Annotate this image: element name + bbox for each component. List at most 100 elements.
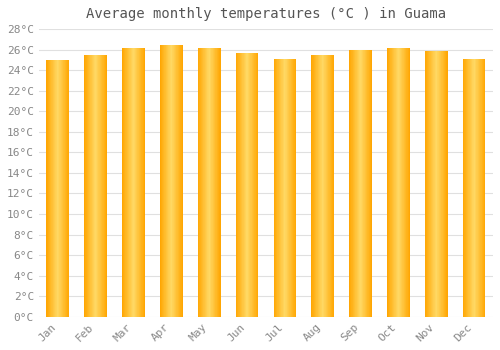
Bar	[217, 48, 218, 317]
Bar	[404, 48, 405, 317]
Bar	[144, 48, 145, 317]
Bar	[277, 59, 278, 317]
Bar	[472, 59, 473, 317]
Bar	[103, 55, 104, 317]
Bar	[363, 50, 364, 317]
Bar	[236, 53, 237, 317]
Bar	[473, 59, 474, 317]
Bar	[61, 60, 62, 317]
Bar	[485, 59, 486, 317]
Bar	[200, 48, 201, 317]
Bar	[437, 51, 438, 317]
Bar	[407, 48, 408, 317]
Bar	[392, 48, 394, 317]
Bar	[482, 59, 483, 317]
Bar	[429, 51, 430, 317]
Bar	[86, 55, 87, 317]
Bar	[68, 60, 69, 317]
Bar	[364, 50, 365, 317]
Bar	[405, 48, 406, 317]
Bar	[355, 50, 356, 317]
Bar	[63, 60, 64, 317]
Bar	[209, 48, 210, 317]
Bar	[294, 59, 295, 317]
Bar	[438, 51, 439, 317]
Bar	[441, 51, 442, 317]
Bar	[96, 55, 98, 317]
Bar	[204, 48, 205, 317]
Bar	[181, 46, 182, 317]
Bar	[160, 46, 161, 317]
Bar	[284, 59, 285, 317]
Bar	[368, 50, 369, 317]
Bar	[177, 46, 178, 317]
Bar	[91, 55, 92, 317]
Bar	[409, 48, 410, 317]
Bar	[315, 55, 316, 317]
Bar	[274, 59, 275, 317]
Bar	[312, 55, 313, 317]
Bar	[406, 48, 407, 317]
Bar	[139, 48, 140, 317]
Bar	[250, 53, 251, 317]
Bar	[256, 53, 257, 317]
Bar	[246, 53, 247, 317]
Bar	[213, 48, 214, 317]
Bar	[205, 48, 206, 317]
Bar	[321, 55, 322, 317]
Bar	[132, 48, 133, 317]
Bar	[67, 60, 68, 317]
Bar	[350, 50, 351, 317]
Bar	[47, 60, 48, 317]
Bar	[104, 55, 105, 317]
Bar	[164, 46, 165, 317]
Bar	[127, 48, 128, 317]
Bar	[143, 48, 144, 317]
Bar	[290, 59, 291, 317]
Bar	[288, 59, 289, 317]
Bar	[430, 51, 431, 317]
Bar	[210, 48, 211, 317]
Bar	[125, 48, 126, 317]
Bar	[388, 48, 389, 317]
Bar	[282, 59, 283, 317]
Bar	[362, 50, 363, 317]
Bar	[367, 50, 368, 317]
Bar	[280, 59, 281, 317]
Bar	[215, 48, 216, 317]
Bar	[289, 59, 290, 317]
Bar	[439, 51, 440, 317]
Bar	[329, 55, 330, 317]
Bar	[247, 53, 248, 317]
Bar	[92, 55, 94, 317]
Bar	[238, 53, 239, 317]
Bar	[276, 59, 277, 317]
Bar	[212, 48, 213, 317]
Bar	[131, 48, 132, 317]
Bar	[89, 55, 90, 317]
Bar	[436, 51, 437, 317]
Bar	[174, 46, 176, 317]
Bar	[98, 55, 99, 317]
Bar	[240, 53, 241, 317]
Bar	[356, 50, 357, 317]
Bar	[123, 48, 124, 317]
Bar	[88, 55, 89, 317]
Bar	[331, 55, 332, 317]
Bar	[52, 60, 53, 317]
Bar	[206, 48, 207, 317]
Bar	[199, 48, 200, 317]
Bar	[136, 48, 137, 317]
Bar	[243, 53, 244, 317]
Bar	[48, 60, 49, 317]
Bar	[481, 59, 482, 317]
Bar	[396, 48, 398, 317]
Bar	[253, 53, 254, 317]
Bar	[283, 59, 284, 317]
Bar	[60, 60, 61, 317]
Bar	[57, 60, 58, 317]
Bar	[426, 51, 427, 317]
Bar	[427, 51, 428, 317]
Bar	[84, 55, 85, 317]
Bar	[62, 60, 63, 317]
